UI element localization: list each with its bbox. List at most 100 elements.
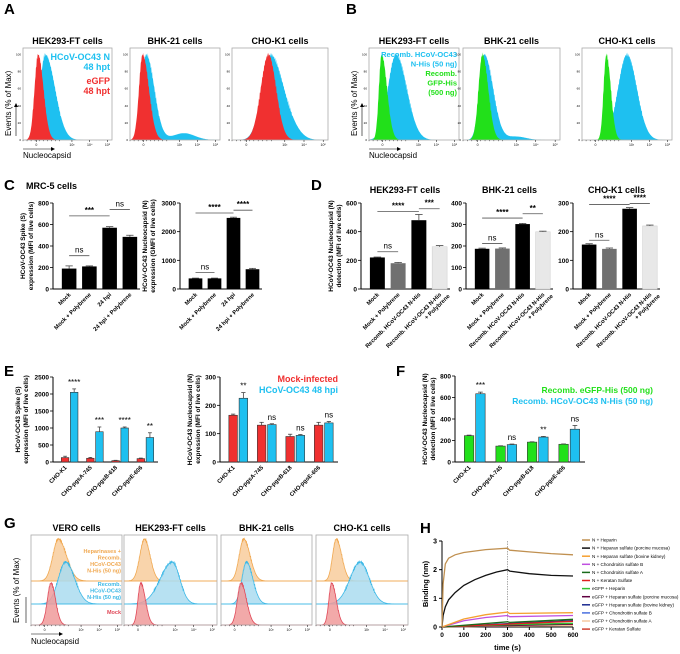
histogram-blue xyxy=(369,53,459,140)
legend-text: N + Chondroitin sulfate A xyxy=(592,570,644,575)
x-tick-label: Mock + Polybrene xyxy=(362,292,402,332)
y-tick-label: 40 xyxy=(125,104,129,108)
x-tick-label: Mock xyxy=(366,292,381,307)
x-tick-label: Mock + Polybrene xyxy=(54,292,94,332)
y-tick-label: 60 xyxy=(227,87,231,91)
x-tick-label: CHO-K1 xyxy=(453,465,474,486)
y-axis-label: HCoV-OC43 Spike (S) xyxy=(20,213,27,279)
x-tick-label: 200 xyxy=(480,632,491,639)
x-tick-label: 10³ xyxy=(269,628,275,632)
x-tick-label: 10³ xyxy=(629,143,635,147)
y-tick-label: 2 xyxy=(433,567,437,574)
bar-red xyxy=(86,457,95,463)
x-tick-label: 10⁴ xyxy=(434,143,440,147)
y-tick-label: 80 xyxy=(577,70,581,74)
bar-blue xyxy=(475,393,486,463)
x-tick-label: 300 xyxy=(502,632,513,639)
x-tick-label: 10⁴ xyxy=(97,628,103,632)
series-line xyxy=(441,569,574,628)
significance-label: **** xyxy=(603,194,616,203)
legend-text: Mock-infected xyxy=(277,374,338,384)
x-axis-label: Nucleocapsid xyxy=(23,151,71,160)
legend-text: Mock xyxy=(107,610,122,616)
bar-blue xyxy=(295,435,305,463)
y-tick-label: 300 xyxy=(205,375,216,382)
y-tick-label: 0 xyxy=(172,287,176,294)
y-tick-label: 300 xyxy=(451,222,462,229)
bar xyxy=(390,263,406,289)
panel-label: H xyxy=(420,520,431,537)
x-tick-label: 10⁵ xyxy=(305,628,311,632)
x-tick-label: 10³ xyxy=(69,143,75,147)
legend-text: eGFP + Chondroitin sulfate B xyxy=(592,611,652,616)
x-tick-label: 0 xyxy=(143,143,145,147)
y-axis-label: HCoV-OC43 Spike (S) xyxy=(15,386,22,452)
x-tick-label: 10⁴ xyxy=(195,143,201,147)
y-axis-label: Events (% of Max) xyxy=(350,70,359,136)
y-tick-label: 800 xyxy=(440,374,451,381)
x-tick-label: 10⁵ xyxy=(105,143,111,147)
bar xyxy=(474,248,490,289)
plot-frame xyxy=(129,47,221,141)
significance-label: ns xyxy=(384,242,392,251)
x-tick-label: 100 xyxy=(458,632,469,639)
significance-label: **** xyxy=(496,208,509,217)
x-tick-label: 10⁴ xyxy=(301,143,307,147)
x-tick-label: Mock xyxy=(471,292,486,307)
y-tick-label: 100 xyxy=(205,431,216,438)
plot-frame xyxy=(123,534,218,626)
y-axis-label: HCoV-OC43 Nucleocapsid (N) xyxy=(187,374,194,465)
plot-title: HEK293-FT cells xyxy=(32,36,103,46)
significance-label: *** xyxy=(85,206,95,215)
significance-label: ** xyxy=(240,382,246,391)
series-line xyxy=(441,547,574,628)
x-tick-label: 10⁵ xyxy=(665,143,671,147)
y-axis-label: expression (MFI of live cells) xyxy=(195,375,202,464)
y-tick-label: 0 xyxy=(458,287,462,294)
significance-label: **** xyxy=(68,378,80,387)
y-tick-label: 100 xyxy=(362,52,367,56)
bar-green xyxy=(558,443,569,463)
x-tick-label: 0 xyxy=(137,628,139,632)
significance-label: ** xyxy=(147,422,153,431)
y-tick-label: 0 xyxy=(459,138,461,142)
panel-label: F xyxy=(396,363,405,380)
y-tick-label: 20 xyxy=(364,121,368,125)
panel-label: A xyxy=(4,1,15,18)
panel-label: C xyxy=(4,177,15,194)
bar xyxy=(602,248,617,289)
bar-green xyxy=(527,441,538,463)
plot-title: CHO-K1 cells xyxy=(588,185,645,195)
x-tick-label: CHO-pgsB-618 xyxy=(502,465,536,499)
legend-text: Recomb. HCoV-OC43 N-His (50 ng) xyxy=(512,396,653,406)
y-tick-label: 0 xyxy=(45,460,49,467)
bar-red xyxy=(228,414,238,463)
legend-text: Recomb. eGFP-His (500 ng) xyxy=(542,385,654,395)
x-tick-label: 10⁵ xyxy=(321,143,327,147)
histogram-green xyxy=(369,53,459,140)
y-axis-label: expression (GMFI of live cells) xyxy=(150,199,157,293)
y-tick-label: 600 xyxy=(346,201,357,208)
significance-label: ns xyxy=(571,414,579,423)
y-tick-label: 0 xyxy=(433,625,437,632)
y-tick-label: 0 xyxy=(228,138,230,142)
histogram-blue xyxy=(582,52,672,140)
significance-label: **** xyxy=(237,200,250,209)
y-tick-label: 200 xyxy=(205,403,216,410)
y-tick-label: 200 xyxy=(440,438,451,445)
x-tick-label: CHO-K1 xyxy=(49,465,70,486)
x-axis-label: time (s) xyxy=(494,643,521,652)
x-arrowhead-icon xyxy=(51,147,55,151)
significance-label: *** xyxy=(425,199,435,208)
bar xyxy=(515,224,530,289)
x-tick-label: 10⁴ xyxy=(382,628,388,632)
plot-frame xyxy=(315,534,409,626)
histogram-red xyxy=(23,53,112,141)
significance-label: **** xyxy=(118,416,130,425)
plot-title: BHK-21 cells xyxy=(484,36,539,46)
legend-text: N-His (50 ng) xyxy=(411,60,458,69)
y-tick-label: 60 xyxy=(18,87,22,91)
plot-title: HEK293-FT cells xyxy=(379,36,450,46)
plot-title: CHO-K1 cells xyxy=(251,36,308,46)
